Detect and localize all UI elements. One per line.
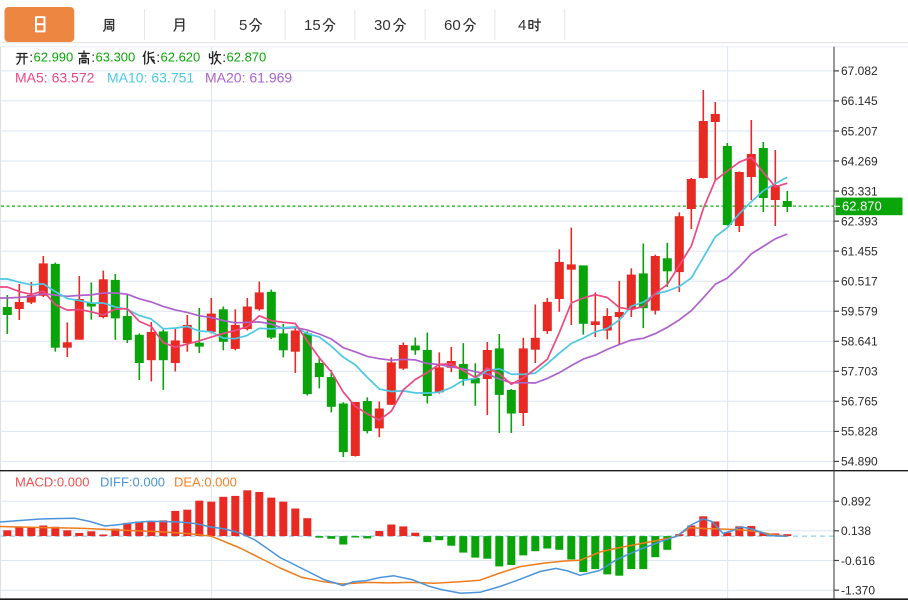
svg-text:60.517: 60.517 (841, 275, 878, 289)
svg-text:55.828: 55.828 (841, 425, 878, 439)
svg-text:64.269: 64.269 (841, 154, 878, 168)
svg-text:0.138: 0.138 (841, 524, 871, 538)
svg-text::: : (222, 49, 226, 65)
svg-text:MA20: 61.969: MA20: 61.969 (205, 70, 292, 86)
svg-text::: : (156, 49, 160, 65)
svg-text:54.890: 54.890 (841, 455, 878, 469)
svg-text:MA5: 63.572: MA5: 63.572 (15, 70, 95, 86)
svg-text:5: 5 (239, 17, 247, 34)
svg-text:-0.616: -0.616 (841, 554, 875, 568)
svg-text:66.145: 66.145 (841, 94, 878, 108)
svg-text:-1.370: -1.370 (841, 584, 875, 598)
svg-text:58.641: 58.641 (841, 335, 878, 349)
svg-text:59.579: 59.579 (841, 305, 878, 319)
svg-text::: : (91, 49, 95, 65)
svg-text:63.331: 63.331 (841, 184, 878, 198)
svg-text:MACD:0.000: MACD:0.000 (15, 475, 89, 490)
svg-text::: : (29, 49, 33, 65)
svg-text:60: 60 (444, 17, 461, 34)
svg-text:62.393: 62.393 (841, 214, 878, 228)
svg-text:4: 4 (518, 17, 526, 34)
svg-text:65.207: 65.207 (841, 124, 878, 138)
svg-text:DEA:0.000: DEA:0.000 (174, 475, 237, 490)
svg-text:DIFF:0.000: DIFF:0.000 (100, 475, 165, 490)
svg-text:63.300: 63.300 (96, 50, 136, 65)
svg-text:56.765: 56.765 (841, 395, 878, 409)
svg-text:62.990: 62.990 (34, 50, 74, 65)
svg-text:15: 15 (304, 17, 321, 34)
svg-text:62.870: 62.870 (842, 199, 882, 214)
svg-text:MA10: 63.751: MA10: 63.751 (107, 70, 194, 86)
svg-text:61.455: 61.455 (841, 244, 878, 258)
svg-text:67.082: 67.082 (841, 64, 878, 78)
svg-text:62.870: 62.870 (227, 50, 267, 65)
svg-text:30: 30 (374, 17, 391, 34)
svg-text:57.703: 57.703 (841, 365, 878, 379)
svg-text:0.892: 0.892 (841, 495, 871, 509)
svg-text:62.620: 62.620 (161, 50, 201, 65)
